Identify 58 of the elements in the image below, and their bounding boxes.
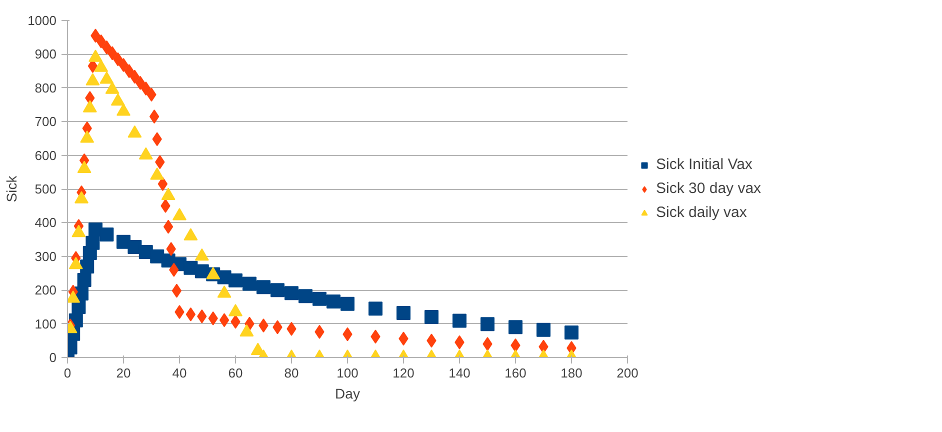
point [452, 314, 466, 328]
x-tick-label: 80 [284, 366, 299, 380]
point [312, 292, 326, 306]
point [284, 286, 298, 300]
y-tick-label: 400 [34, 215, 57, 230]
x-tick-label: 60 [228, 366, 243, 380]
y-tick-label: 300 [34, 248, 57, 264]
point [135, 76, 146, 90]
point [158, 176, 168, 191]
point [270, 283, 284, 298]
x-tick-label: 0 [64, 366, 72, 380]
legend-label: Sick daily vax [656, 204, 747, 221]
point [480, 317, 494, 332]
y-tick-label: 200 [34, 282, 57, 298]
y-tick-label: 0 [49, 350, 57, 365]
point [424, 310, 438, 324]
point [564, 326, 578, 340]
x-tick-label: 140 [448, 366, 470, 380]
point [102, 40, 112, 54]
point [508, 320, 522, 334]
y-tick-label: 800 [34, 80, 57, 96]
point [340, 296, 354, 311]
x-tick-label: 120 [392, 366, 414, 380]
x-axis-title: Day [335, 386, 360, 402]
point [100, 227, 114, 242]
point [107, 46, 118, 60]
y-tick-label: 600 [34, 148, 57, 163]
y-tick-label: 700 [34, 114, 57, 130]
y-tick-label: 900 [34, 46, 57, 62]
point [228, 273, 242, 288]
legend-label: Sick 30 day vax [656, 180, 762, 197]
point [536, 322, 550, 337]
y-axis-title: Sick [4, 174, 20, 202]
point [368, 302, 382, 316]
point [242, 276, 256, 291]
x-tick-label: 40 [172, 366, 187, 380]
x-tick-label: 20 [116, 366, 131, 380]
point [186, 307, 196, 322]
x-tick-label: 180 [560, 366, 582, 380]
x-tick-label: 100 [336, 366, 358, 380]
y-tick-label: 500 [34, 182, 57, 196]
point [77, 272, 92, 287]
y-tick-label: 100 [34, 316, 57, 332]
point [80, 260, 94, 274]
point [298, 289, 312, 304]
point [86, 236, 100, 250]
point [326, 294, 340, 309]
y-tick-label: 1000 [28, 13, 56, 28]
point [163, 220, 174, 234]
point [256, 280, 270, 294]
x-tick-label: 160 [504, 366, 526, 380]
x-tick-label: 200 [616, 366, 638, 380]
legend-label: Sick Initial Vax [656, 156, 752, 173]
point [172, 284, 182, 298]
point [149, 110, 160, 124]
point [219, 313, 230, 328]
point [396, 306, 410, 320]
point [130, 70, 140, 84]
